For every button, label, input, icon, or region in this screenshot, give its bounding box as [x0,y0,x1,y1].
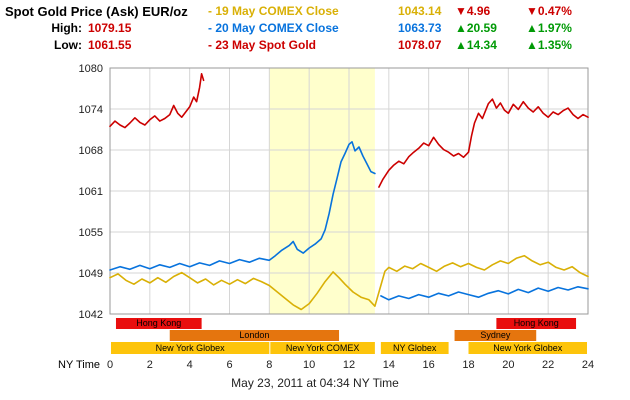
high-value: 1079.15 [88,21,132,35]
x-axis-tick-label: 16 [423,359,435,371]
timestamp-caption: May 23, 2011 at 04:34 NY Time [231,376,399,390]
market-hours-band [496,318,577,329]
y-axis-tick-label: 1080 [79,63,103,75]
market-hours-band-label: Hong Kong [136,318,181,328]
market-hours-band-label: New York Globex [493,343,563,353]
market-hours-band-label: NY Globex [393,343,437,353]
y-axis-tick-label: 1049 [79,268,103,280]
x-axis-tick-label: 18 [462,359,474,371]
legend-change-19may: ▼4.96 [455,4,491,18]
x-axis-tick-label: 0 [107,359,113,371]
high-label: High: [51,21,82,35]
y-axis-tick-label: 1061 [79,186,103,198]
legend-pct-19may: ▼0.47% [526,4,572,18]
y-axis-tick-label: 1042 [79,309,103,321]
series-line-20-may-comex-close [380,286,589,301]
legend-change-23may: ▲14.34 [455,38,497,52]
legend-label-19may: - 19 May COMEX Close [208,4,339,18]
legend-label-20may: - 20 May COMEX Close [208,21,339,35]
low-label: Low: [54,38,82,52]
x-axis-tick-label: 6 [226,359,232,371]
x-axis-tick-label: 10 [303,359,315,371]
market-hours-band [115,318,202,329]
market-hours-band-label: New York Globex [156,343,226,353]
page-title: Spot Gold Price (Ask) EUR/oz [5,4,188,19]
market-hours-band-label: Hong Kong [514,318,559,328]
market-hours-band [468,342,588,354]
series-line-20-may-comex-close [109,141,376,271]
plot-border [109,67,589,315]
y-axis-tick-label: 1068 [79,145,103,157]
legend-value-19may: 1043.14 [398,4,442,18]
market-hours-band [110,342,270,354]
x-axis-tick-label: 8 [266,359,272,371]
legend-change-20may: ▲20.59 [455,21,497,35]
legend-pct-23may: ▲1.35% [526,38,572,52]
y-axis-tick-label: 1055 [79,227,103,239]
market-hours-band-label: London [239,330,269,340]
legend-label-23may: - 23 May Spot Gold [208,38,317,52]
market-hours-band [454,330,537,341]
market-hours-band-label: Sydney [480,330,511,340]
legend-pct-20may: ▲1.97% [526,21,572,35]
x-axis-tick-label: 12 [343,359,355,371]
y-axis-tick-label: 1074 [79,104,103,116]
series-line-23-may-spot-gold [109,72,205,129]
x-axis-tick-label: 24 [582,359,594,371]
legend-value-20may: 1063.73 [398,21,442,35]
market-hours-band [270,342,375,354]
x-axis-tick-label: 22 [542,359,554,371]
x-axis-tick-label: 2 [147,359,153,371]
series-line-19-may-comex-close [109,254,589,311]
market-hours-band [380,342,449,354]
legend-value-23may: 1078.07 [398,38,442,52]
series-line-23-may-spot-gold [378,98,589,188]
x-axis-title: NY Time [58,359,100,371]
x-axis-tick-label: 14 [383,359,395,371]
market-hours-band [169,330,340,341]
low-value: 1061.55 [88,38,132,52]
x-axis-tick-label: 20 [502,359,514,371]
market-hours-band-label: New York COMEX [286,343,360,353]
x-axis-tick-label: 4 [187,359,193,371]
